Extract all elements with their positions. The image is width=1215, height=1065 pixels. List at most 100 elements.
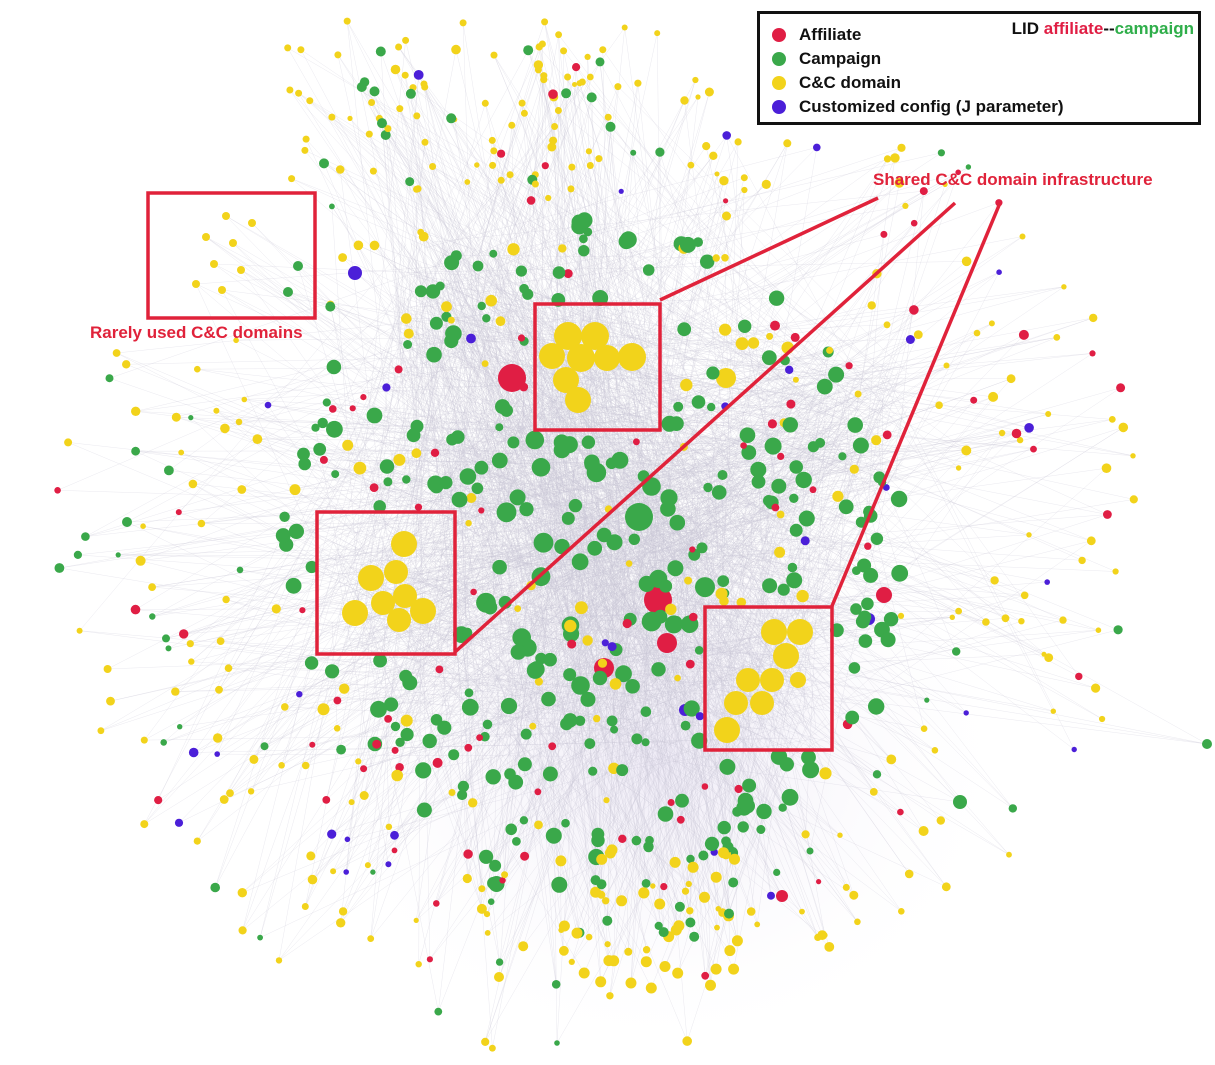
affiliate-node bbox=[498, 364, 526, 392]
campaign-node bbox=[426, 346, 442, 363]
cnc-domain-node bbox=[421, 138, 429, 146]
cnc-domain-node bbox=[554, 322, 582, 350]
campaign-node bbox=[561, 818, 570, 828]
campaign-node bbox=[402, 675, 418, 691]
cnc-domain-node bbox=[594, 345, 620, 371]
campaign-node bbox=[482, 314, 491, 323]
config-node bbox=[1044, 579, 1050, 585]
cnc-domain-node bbox=[659, 961, 671, 972]
affiliate-node bbox=[520, 851, 530, 861]
cnc-domain-node bbox=[602, 897, 610, 905]
campaign-node bbox=[579, 234, 588, 244]
campaign-node bbox=[756, 803, 772, 820]
campaign-node bbox=[695, 577, 715, 598]
affiliate-node bbox=[919, 187, 928, 196]
cnc-domain-node bbox=[832, 490, 844, 502]
cnc-domain-node bbox=[603, 797, 610, 804]
cnc-domain-node bbox=[241, 396, 248, 403]
cnc-domain-node bbox=[555, 855, 567, 867]
cnc-domain-node bbox=[348, 799, 355, 806]
campaign-node bbox=[641, 738, 650, 747]
cnc-domain-node bbox=[826, 346, 834, 354]
campaign-node bbox=[462, 627, 473, 638]
cnc-domain-node bbox=[553, 367, 579, 393]
campaign-node bbox=[561, 511, 575, 525]
cnc-domain-node bbox=[642, 946, 651, 954]
campaign-node bbox=[487, 898, 495, 905]
cnc-domain-node bbox=[575, 601, 588, 615]
cnc-domain-node bbox=[481, 1037, 490, 1046]
cnc-domain-node bbox=[508, 121, 516, 129]
campaign-node bbox=[122, 517, 132, 527]
campaign-node bbox=[563, 713, 578, 728]
campaign-node bbox=[761, 350, 777, 365]
campaign-node bbox=[482, 719, 493, 730]
campaign-node bbox=[1008, 804, 1017, 813]
lid-separator: -- bbox=[1103, 19, 1115, 38]
campaign-node bbox=[680, 720, 691, 731]
campaign-node bbox=[773, 868, 781, 877]
cnc-domain-node bbox=[869, 788, 878, 796]
cnc-domain-node bbox=[275, 957, 283, 964]
cnc-domain-node bbox=[400, 714, 413, 727]
cnc-domain-node bbox=[645, 982, 657, 994]
legend-item-campaign: Campaign bbox=[772, 47, 881, 71]
campaign-node bbox=[883, 612, 899, 627]
affiliate-node bbox=[970, 396, 978, 404]
cnc-domain-node bbox=[955, 607, 962, 615]
campaign-node bbox=[625, 679, 640, 694]
cnc-domain-node bbox=[787, 619, 813, 645]
cnc-domain-node bbox=[222, 595, 230, 604]
cnc-domain-node bbox=[684, 576, 693, 585]
cnc-domain-node bbox=[338, 253, 347, 262]
cnc-domain-node bbox=[961, 445, 972, 456]
cnc-domain-node bbox=[734, 138, 742, 146]
campaign-node bbox=[325, 301, 336, 312]
campaign-node bbox=[505, 823, 517, 836]
affiliate-node bbox=[369, 483, 379, 492]
cnc-domain-node bbox=[411, 448, 422, 459]
campaign-node bbox=[285, 577, 302, 594]
cnc-domain-node bbox=[429, 163, 437, 170]
cnc-domain-node bbox=[585, 933, 593, 941]
cnc-domain-node bbox=[335, 165, 345, 174]
cnc-domain-node bbox=[140, 736, 148, 744]
cnc-domain-node bbox=[540, 72, 548, 80]
cnc-domain-node bbox=[391, 769, 404, 782]
cnc-domain-node bbox=[897, 143, 906, 152]
cnc-domain-node bbox=[401, 313, 412, 324]
cnc-domain-node bbox=[867, 301, 876, 310]
campaign-dot-icon bbox=[772, 52, 786, 66]
config-node bbox=[800, 536, 810, 546]
campaign-node bbox=[236, 566, 244, 574]
highlight-layer bbox=[146, 191, 1002, 752]
campaign-node bbox=[787, 562, 798, 573]
campaign-node bbox=[422, 733, 437, 749]
cnc-domain-node bbox=[680, 96, 689, 105]
config-node bbox=[963, 710, 969, 716]
campaign-node bbox=[640, 706, 652, 717]
affiliate-node bbox=[1018, 329, 1029, 340]
campaign-node bbox=[500, 697, 518, 715]
campaign-node bbox=[741, 445, 757, 460]
cnc-domain-node bbox=[478, 885, 486, 893]
cnc-domain-node bbox=[333, 725, 341, 732]
campaign-node bbox=[552, 266, 566, 279]
cnc-domain-node bbox=[1089, 313, 1098, 323]
campaign-node bbox=[435, 281, 445, 291]
cnc-domain-node bbox=[371, 591, 395, 615]
cnc-domain-node bbox=[883, 155, 892, 163]
campaign-node bbox=[642, 264, 655, 276]
campaign-node bbox=[437, 720, 452, 735]
campaign-node bbox=[868, 698, 885, 715]
cnc-domain-node bbox=[529, 722, 537, 730]
affiliate-node bbox=[372, 739, 382, 749]
campaign-node bbox=[673, 401, 684, 412]
campaign-node bbox=[439, 476, 453, 490]
campaign-node bbox=[806, 847, 814, 855]
affiliate-node bbox=[319, 455, 328, 464]
affiliate-node bbox=[433, 900, 440, 907]
campaign-node bbox=[188, 415, 194, 421]
cnc-domain-node bbox=[387, 608, 411, 632]
campaign-node bbox=[852, 437, 869, 454]
